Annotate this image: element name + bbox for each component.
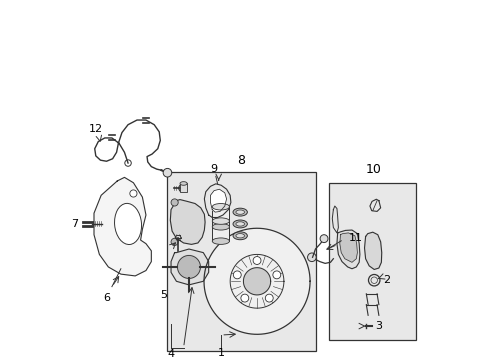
Ellipse shape [235, 210, 244, 214]
Polygon shape [336, 230, 359, 269]
Polygon shape [243, 268, 270, 295]
Circle shape [265, 294, 273, 302]
Circle shape [272, 271, 280, 279]
Ellipse shape [235, 222, 244, 226]
Text: 4: 4 [167, 349, 174, 359]
Circle shape [130, 190, 137, 197]
Circle shape [320, 235, 327, 243]
Bar [212, 207, 229, 227]
Text: 5: 5 [160, 290, 167, 300]
Bar [167, 172, 316, 351]
Ellipse shape [212, 218, 229, 224]
Ellipse shape [212, 238, 229, 244]
Ellipse shape [233, 220, 247, 228]
Ellipse shape [180, 182, 187, 185]
Circle shape [253, 257, 261, 265]
Circle shape [171, 238, 178, 246]
Bar [212, 221, 229, 241]
Circle shape [163, 168, 171, 177]
Ellipse shape [212, 224, 229, 230]
Polygon shape [170, 199, 204, 244]
Ellipse shape [233, 208, 247, 216]
Polygon shape [94, 177, 151, 276]
Bar [328, 183, 416, 341]
Text: 9: 9 [210, 164, 217, 174]
Circle shape [171, 199, 178, 206]
Polygon shape [204, 184, 230, 217]
Text: 6: 6 [103, 293, 110, 303]
Text: 10: 10 [365, 163, 381, 176]
Text: 1: 1 [217, 348, 224, 358]
Text: 12: 12 [88, 124, 102, 134]
Polygon shape [339, 233, 357, 262]
Polygon shape [364, 232, 381, 270]
Polygon shape [210, 189, 226, 212]
Ellipse shape [212, 203, 229, 210]
Text: 2: 2 [383, 275, 390, 285]
Polygon shape [203, 228, 309, 334]
Circle shape [233, 271, 241, 279]
Ellipse shape [233, 232, 247, 240]
Polygon shape [171, 249, 208, 285]
Circle shape [241, 294, 248, 302]
Bar [180, 184, 187, 192]
Text: 8: 8 [236, 154, 244, 167]
Polygon shape [177, 256, 200, 278]
Circle shape [307, 253, 316, 262]
Polygon shape [332, 206, 338, 233]
Text: 11: 11 [348, 233, 362, 243]
Text: 3: 3 [374, 321, 382, 331]
Ellipse shape [114, 203, 141, 244]
Text: 7: 7 [71, 219, 78, 229]
Ellipse shape [235, 234, 244, 238]
